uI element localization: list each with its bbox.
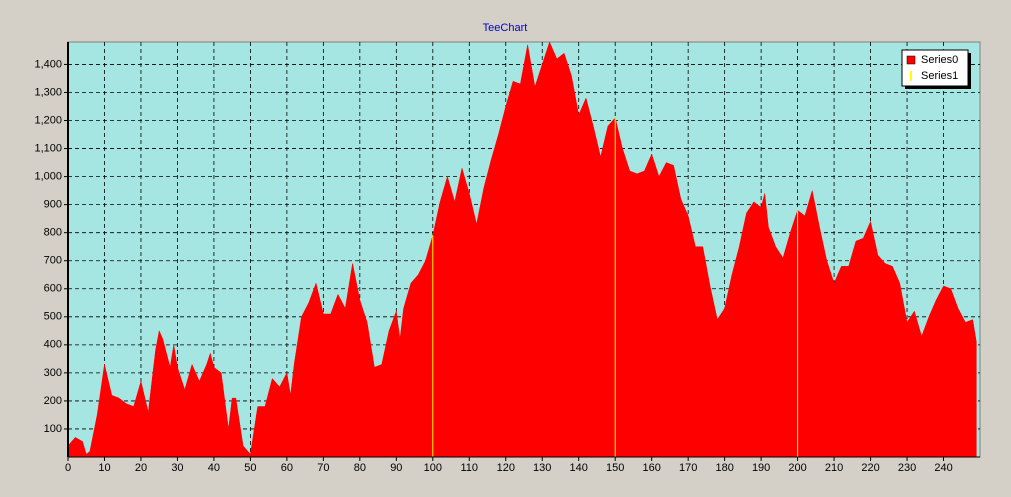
x-tick-label: 10 (98, 462, 110, 474)
area (67, 41, 977, 458)
y-tick-label: 900 (44, 199, 62, 211)
y-tick-label: 1,200 (34, 114, 62, 126)
x-tick-label: 50 (244, 462, 256, 474)
x-tick-label: 100 (424, 462, 442, 474)
legend-label: Series0 (921, 54, 958, 66)
x-tick-label: 30 (171, 462, 183, 474)
x-tick-label: 170 (679, 462, 697, 474)
x-tick-label: 20 (135, 462, 147, 474)
x-tick-label: 160 (643, 462, 661, 474)
y-tick-label: 400 (44, 339, 62, 351)
x-tick-label: 240 (934, 462, 952, 474)
chart-title: TeeChart (483, 22, 528, 34)
x-tick-label: 130 (533, 462, 551, 474)
x-tick-label: 110 (461, 462, 479, 474)
y-tick-label: 100 (44, 423, 62, 435)
y-tick-label: 1,300 (34, 86, 62, 98)
x-tick-label: 210 (825, 462, 843, 474)
y-tick-label: 700 (44, 255, 62, 267)
y-tick-label: 500 (44, 311, 62, 323)
x-tick-label: 220 (861, 462, 879, 474)
x-tick-label: 80 (354, 462, 366, 474)
y-tick-label: 1,400 (34, 58, 62, 70)
x-tick-label: 120 (497, 462, 515, 474)
legend-swatch (906, 55, 916, 65)
y-tick-label: 200 (44, 395, 62, 407)
x-tick-label: 70 (317, 462, 329, 474)
x-tick-label: 150 (606, 462, 624, 474)
x-tick-label: 40 (208, 462, 220, 474)
y-tick-label: 1,000 (34, 171, 62, 183)
x-tick-label: 180 (715, 462, 733, 474)
legend-label: Series1 (921, 70, 958, 82)
x-tick-label: 60 (281, 462, 293, 474)
y-tick-label: 1,100 (34, 142, 62, 154)
x-tick-label: 200 (788, 462, 806, 474)
x-tick-label: 0 (65, 462, 71, 474)
y-tick-label: 300 (44, 367, 62, 379)
y-tick-label: 600 (44, 283, 62, 295)
x-tick-label: 190 (752, 462, 770, 474)
x-tick-label: 90 (390, 462, 402, 474)
y-tick-label: 800 (44, 227, 62, 239)
x-tick-label: 230 (898, 462, 916, 474)
x-tick-label: 140 (570, 462, 588, 474)
